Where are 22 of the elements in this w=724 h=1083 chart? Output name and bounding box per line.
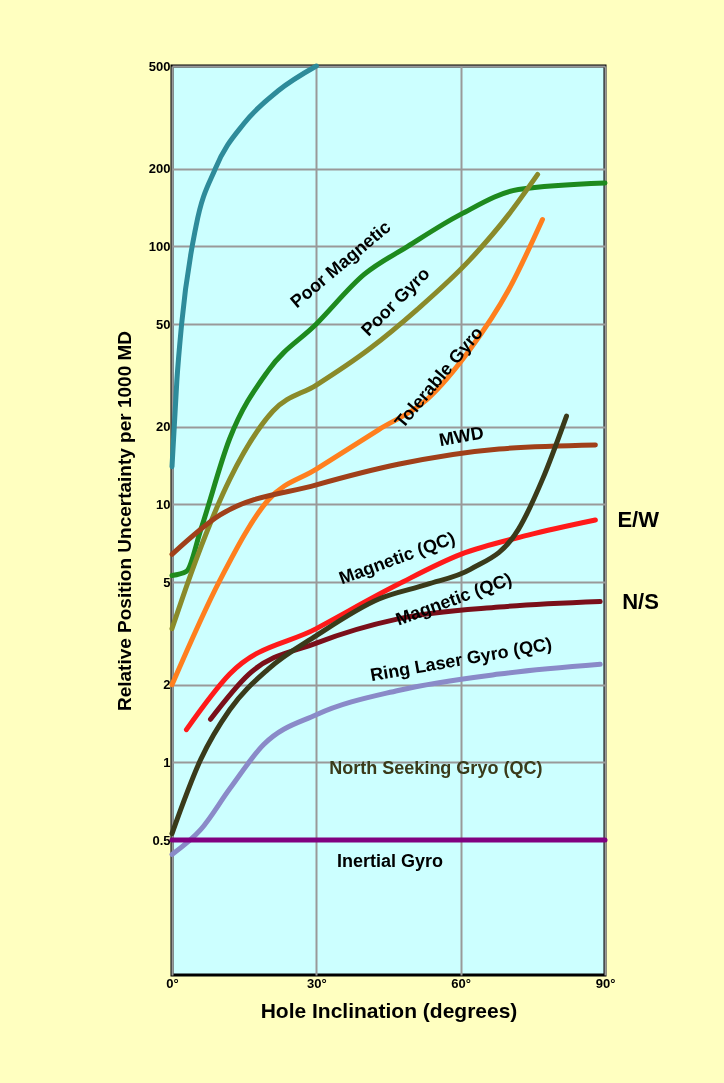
- y-tick-label: 5: [163, 574, 171, 590]
- annotation: N/S: [622, 588, 659, 614]
- y-tick-label: 2: [163, 677, 171, 693]
- y-tick-label: 20: [156, 419, 171, 435]
- series-label: Inertial Gyro: [336, 851, 444, 872]
- x-tick-label: 0°: [166, 975, 179, 991]
- x-tick-label: 30°: [307, 975, 327, 991]
- y-tick-label: 200: [148, 161, 171, 177]
- y-tick-label: 0.5: [152, 832, 171, 848]
- annotation: E/W: [617, 506, 660, 532]
- y-axis-title: Relative Position Uncertainty per 1000 MD: [113, 330, 135, 712]
- text: Ring Laser Gyro (QC): [368, 633, 554, 686]
- y-tick-label: 500: [148, 58, 171, 74]
- y-tick-label: 100: [148, 238, 171, 254]
- text: MWD: [437, 422, 486, 451]
- y-tick-label: 1: [163, 754, 171, 770]
- y-tick-label: 50: [156, 316, 171, 332]
- x-tick-label: 90°: [595, 975, 616, 991]
- x-tick-label: 60°: [451, 975, 471, 991]
- text: North Seeking Gryo (QC): [329, 758, 543, 779]
- y-tick-label: 10: [156, 496, 171, 512]
- x-axis-title: Hole Inclination (degrees): [260, 998, 518, 1022]
